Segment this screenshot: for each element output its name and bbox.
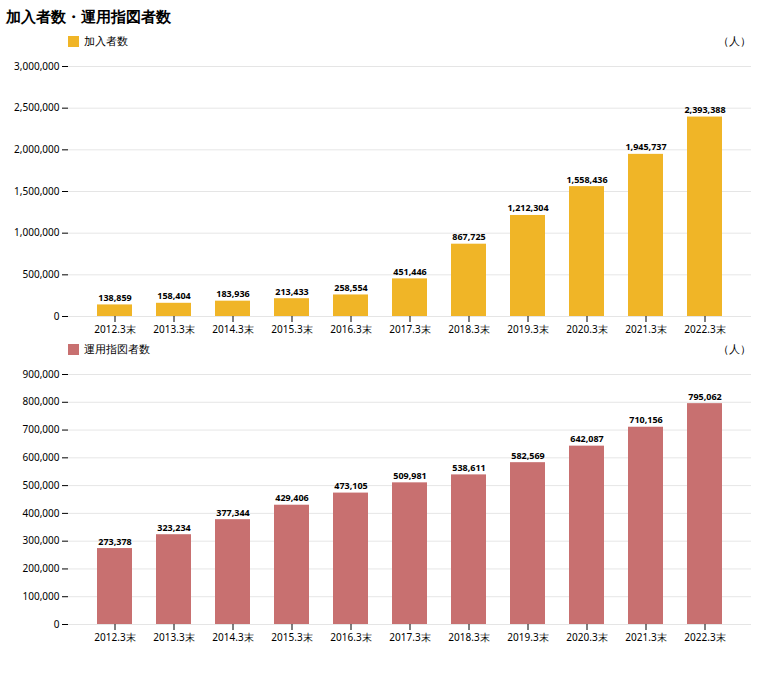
svg-text:2019.3末: 2019.3末 (507, 322, 548, 336)
svg-text:451,446: 451,446 (393, 265, 426, 278)
svg-text:2,393,388: 2,393,388 (684, 103, 725, 116)
svg-text:2022.3末: 2022.3末 (684, 322, 725, 336)
svg-text:642,087: 642,087 (570, 432, 603, 445)
svg-text:867,725: 867,725 (452, 230, 485, 243)
html-text:（人）: （人） (718, 34, 751, 48)
svg-text:138,859: 138,859 (98, 291, 131, 304)
svg-text:600,000: 600,000 (23, 450, 60, 464)
svg-text:273,378: 273,378 (98, 535, 131, 548)
svg-text:2017.3末: 2017.3末 (389, 630, 430, 644)
html-text:運用指図者数: 運用指図者数 (84, 342, 150, 356)
svg-text:0: 0 (54, 309, 60, 323)
svg-text:900,000: 900,000 (23, 367, 60, 381)
svg-text:2014.3末: 2014.3末 (212, 630, 253, 644)
svg-text:200,000: 200,000 (23, 561, 60, 575)
svg-text:2020.3末: 2020.3末 (566, 322, 607, 336)
svg-text:183,936: 183,936 (216, 287, 249, 300)
svg-text:2016.3末: 2016.3末 (330, 322, 371, 336)
svg-text:795,062: 795,062 (688, 390, 721, 403)
svg-text:2018.3末: 2018.3末 (448, 322, 489, 336)
html-text:（人）: （人） (718, 342, 751, 356)
svg-text:2013.3末: 2013.3末 (153, 322, 194, 336)
svg-text:2,500,000: 2,500,000 (14, 100, 60, 114)
svg-text:3,000,000: 3,000,000 (14, 59, 60, 73)
svg-text:800,000: 800,000 (23, 394, 60, 408)
svg-text:2015.3末: 2015.3末 (271, 630, 312, 644)
svg-text:300,000: 300,000 (23, 533, 60, 547)
svg-text:2012.3末: 2012.3末 (94, 322, 135, 336)
svg-text:2013.3末: 2013.3末 (153, 630, 194, 644)
svg-text:509,981: 509,981 (393, 469, 426, 482)
svg-text:2015.3末: 2015.3末 (271, 322, 312, 336)
svg-text:258,554: 258,554 (334, 281, 367, 294)
svg-text:1,558,436: 1,558,436 (566, 173, 607, 186)
svg-text:429,406: 429,406 (275, 491, 308, 504)
svg-text:2017.3末: 2017.3末 (389, 322, 430, 336)
svg-text:323,234: 323,234 (157, 521, 190, 534)
svg-text:500,000: 500,000 (23, 478, 60, 492)
svg-text:0: 0 (54, 617, 60, 631)
svg-text:2014.3末: 2014.3末 (212, 322, 253, 336)
html-text:加入者数: 加入者数 (84, 34, 128, 48)
svg-text:710,156: 710,156 (629, 413, 662, 426)
svg-text:377,344: 377,344 (216, 506, 249, 519)
svg-text:1,000,000: 1,000,000 (14, 225, 60, 239)
svg-text:1,945,737: 1,945,737 (625, 140, 666, 153)
svg-text:2021.3末: 2021.3末 (625, 630, 666, 644)
html-text:加入者数・運用指図者数: 加入者数・運用指図者数 (6, 8, 171, 26)
svg-text:2022.3末: 2022.3末 (684, 630, 725, 644)
svg-text:2021.3末: 2021.3末 (625, 322, 666, 336)
svg-text:1,500,000: 1,500,000 (14, 184, 60, 198)
svg-text:158,404: 158,404 (157, 289, 190, 302)
svg-text:100,000: 100,000 (23, 589, 60, 603)
svg-text:213,433: 213,433 (275, 285, 308, 298)
svg-text:2018.3末: 2018.3末 (448, 630, 489, 644)
svg-text:2016.3末: 2016.3末 (330, 630, 371, 644)
svg-text:2019.3末: 2019.3末 (507, 630, 548, 644)
svg-text:400,000: 400,000 (23, 506, 60, 520)
svg-text:473,105: 473,105 (334, 479, 367, 492)
svg-text:538,611: 538,611 (452, 461, 485, 474)
svg-text:582,569: 582,569 (511, 449, 544, 462)
svg-text:700,000: 700,000 (23, 422, 60, 436)
svg-text:500,000: 500,000 (23, 267, 60, 281)
svg-text:1,212,304: 1,212,304 (507, 201, 548, 214)
svg-text:2012.3末: 2012.3末 (94, 630, 135, 644)
svg-text:2020.3末: 2020.3末 (566, 630, 607, 644)
svg-text:2,000,000: 2,000,000 (14, 142, 60, 156)
